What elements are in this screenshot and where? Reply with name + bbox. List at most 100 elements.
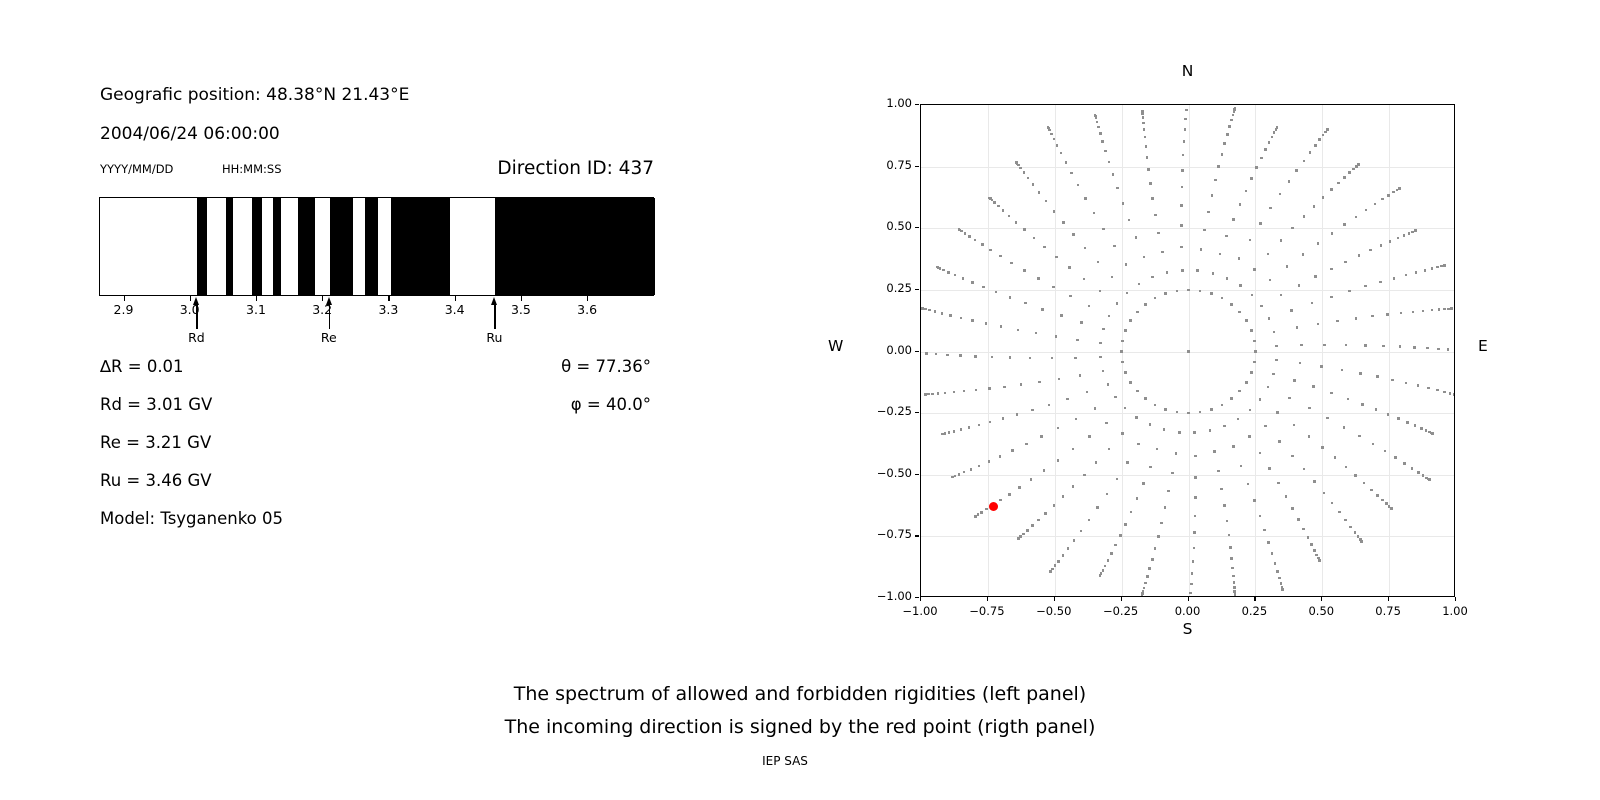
- scatter-dot: [1233, 590, 1236, 593]
- scatter-dot: [1124, 329, 1127, 332]
- scatter-dot: [1124, 371, 1127, 374]
- scatter-dot: [1267, 317, 1271, 320]
- scatter-dot: [1223, 424, 1226, 428]
- scatter-dot: [1129, 381, 1132, 384]
- scatter-dot: [1203, 228, 1206, 232]
- scatter-dot: [934, 352, 938, 356]
- scatter-dot: [1317, 556, 1320, 560]
- scatter-dot: [1381, 498, 1384, 502]
- scatter-dot: [1136, 310, 1139, 314]
- scatter-dot: [1066, 547, 1070, 550]
- scatter-dot: [1148, 567, 1151, 570]
- scatter-dot: [1298, 361, 1302, 365]
- scatter-dot: [1194, 454, 1197, 458]
- scatter-dot: [1191, 560, 1195, 563]
- y-tick-mark: [915, 535, 919, 537]
- scatter-dot: [977, 464, 981, 468]
- x-tick-mark: [1455, 597, 1457, 601]
- scatter-dot: [1239, 464, 1243, 468]
- scatter-dot: [1007, 214, 1011, 218]
- scatter-dot: [977, 423, 981, 427]
- scatter-dot: [1284, 495, 1288, 498]
- scatter-dot: [1106, 383, 1110, 386]
- scatter-dot: [1079, 529, 1083, 533]
- scatter-dot: [1095, 120, 1099, 124]
- scatter-dot: [1098, 289, 1102, 293]
- scatter-dot: [1001, 417, 1005, 420]
- scatter-dot: [1111, 173, 1115, 176]
- scatter-dot: [1057, 560, 1060, 563]
- scatter-dot: [1291, 454, 1294, 458]
- scatter-dot: [1076, 338, 1079, 342]
- scatter-dot: [1099, 341, 1102, 345]
- scatter-dot: [1134, 236, 1138, 239]
- allowed-rigidity-bar: [251, 198, 262, 295]
- scatter-dot: [1359, 372, 1362, 375]
- scatter-dot: [1017, 537, 1020, 540]
- scatter-dot: [1192, 546, 1196, 550]
- scatter-dot: [1270, 552, 1274, 555]
- scatter-dot: [1041, 308, 1044, 311]
- scatter-dot: [1369, 248, 1372, 252]
- scatter-dot: [1121, 432, 1124, 435]
- scatter-dot: [1356, 535, 1360, 538]
- y-tick-label: 0.00: [886, 342, 912, 357]
- cutoff-arrow-head: [193, 297, 200, 305]
- cutoff-arrow-head: [491, 297, 498, 305]
- scatter-dot: [1157, 535, 1160, 538]
- scatter-dot: [1105, 421, 1108, 425]
- scatter-dot: [1048, 128, 1051, 132]
- scatter-dot: [940, 312, 944, 315]
- scatter-dot: [1238, 203, 1242, 206]
- scatter-dot: [1069, 294, 1072, 298]
- scatter-dot: [1015, 413, 1019, 416]
- scatter-dot: [1399, 311, 1403, 315]
- scatter-dot: [1430, 267, 1434, 270]
- x-tick-label: 0.00: [1174, 604, 1201, 618]
- scatter-dot: [1233, 593, 1237, 596]
- scatter-dot: [1295, 326, 1299, 329]
- scatter-dot: [959, 428, 963, 431]
- scatter-dot: [1267, 141, 1271, 144]
- spectrum-tick-mark: [123, 296, 125, 301]
- spectrum-tick-mark: [587, 296, 589, 301]
- scatter-dot: [1268, 278, 1272, 282]
- scatter-dot: [1370, 488, 1373, 492]
- scatter-dot: [1263, 528, 1266, 532]
- compass-west-label: W: [828, 337, 844, 355]
- scatter-dot: [1258, 398, 1262, 401]
- scatter-dot: [1232, 218, 1235, 221]
- scatter-dot: [974, 388, 978, 392]
- scatter-dot: [1001, 209, 1005, 212]
- scatter-dot: [1180, 204, 1183, 207]
- scatter-dot: [1087, 304, 1091, 308]
- scatter-dot: [999, 254, 1002, 258]
- scatter-dot: [1232, 110, 1236, 113]
- scatter-dot: [1102, 227, 1105, 231]
- scatter-dot: [1396, 236, 1400, 240]
- caption-line-2: The incoming direction is signed by the …: [504, 716, 1096, 738]
- scatter-dot: [1352, 167, 1355, 171]
- scatter-dot: [1136, 389, 1139, 393]
- scatter-dot: [1180, 224, 1183, 227]
- scatter-dot: [1149, 182, 1152, 185]
- scatter-dot: [1227, 533, 1231, 537]
- scatter-dot: [1047, 403, 1051, 407]
- scatter-dot: [1057, 377, 1061, 381]
- scatter-dot: [1292, 423, 1296, 427]
- scatter-dot: [1417, 471, 1420, 474]
- scatter-dot: [1413, 346, 1416, 349]
- scatter-dot: [1315, 553, 1318, 557]
- scatter-dot: [1121, 360, 1124, 364]
- scatter-dot: [1125, 291, 1129, 295]
- scatter-dot: [1228, 125, 1231, 128]
- x-tick-label: −0.75: [969, 604, 1005, 618]
- scatter-dot: [1052, 504, 1056, 507]
- scatter-dot: [1452, 393, 1454, 396]
- scatter-dot: [1135, 497, 1139, 500]
- scatter-dot: [1187, 288, 1190, 292]
- scatter-dot: [1099, 132, 1102, 135]
- date-format-hint: YYYY/MM/DD: [100, 162, 174, 176]
- scatter-dot: [1431, 432, 1434, 435]
- scatter-dot: [1279, 582, 1283, 585]
